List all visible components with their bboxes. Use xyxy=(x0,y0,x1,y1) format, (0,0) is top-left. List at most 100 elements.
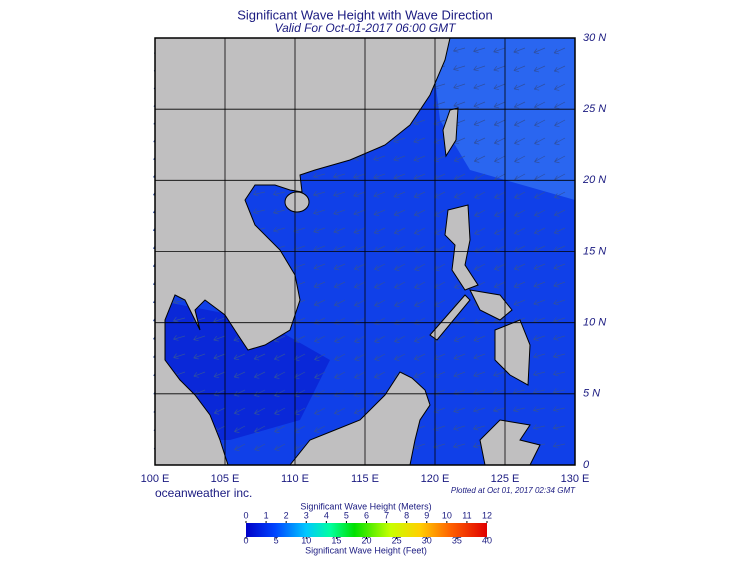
wave-arrow xyxy=(374,281,386,289)
taiwan xyxy=(442,107,459,158)
wave-arrow xyxy=(532,406,546,412)
colorbar-title-feet: Significant Wave Height (Feet) xyxy=(305,545,427,555)
wave-arrow xyxy=(494,155,506,163)
wave-arrow xyxy=(273,190,286,197)
y-tick-label: 5 N xyxy=(583,388,600,400)
wave-arrow xyxy=(453,155,466,163)
wave-arrow xyxy=(374,335,386,344)
wave-arrow xyxy=(473,47,486,53)
colorbar-tick-label: 5 xyxy=(344,510,349,520)
wave-arrow xyxy=(493,406,506,413)
wave-arrow xyxy=(313,191,326,197)
wave-arrow xyxy=(553,47,566,55)
wave-arrow xyxy=(493,137,506,145)
wave-arrow xyxy=(414,227,426,235)
wave-arrow xyxy=(373,191,386,198)
colorbar-tick-label: 30 xyxy=(422,535,432,545)
wave-arrow xyxy=(313,172,326,179)
wave-arrow xyxy=(553,65,566,73)
wave-arrow xyxy=(534,155,546,164)
wave-arrow xyxy=(233,389,246,397)
wave-arrow xyxy=(473,371,486,378)
wave-arrow xyxy=(173,298,186,305)
wave-arrow xyxy=(374,353,386,361)
map xyxy=(152,37,576,466)
wave-arrow xyxy=(333,191,346,197)
wave-arrow xyxy=(493,119,506,127)
wave-arrow xyxy=(334,407,346,415)
y-tick-label: 20 N xyxy=(582,174,606,186)
wave-arrow xyxy=(353,407,366,415)
wave-arrow xyxy=(394,263,406,271)
credit: oceanweather inc. xyxy=(155,486,252,500)
wave-arrow xyxy=(354,353,366,362)
wave-arrow xyxy=(253,353,266,361)
wave-arrow xyxy=(313,299,326,307)
wave-arrow xyxy=(553,209,566,217)
wave-arrow xyxy=(532,424,546,430)
wave-arrow xyxy=(374,263,386,271)
wave-arrow xyxy=(333,299,346,307)
wave-arrow xyxy=(413,119,426,126)
wave-arrow xyxy=(333,227,346,234)
wave-arrow xyxy=(513,406,526,413)
wave-arrow xyxy=(374,371,386,379)
wave-arrow xyxy=(254,407,266,415)
colorbar-tick-label: 40 xyxy=(482,535,492,545)
wave-arrow xyxy=(273,208,286,215)
y-tick-label: 30 N xyxy=(583,32,606,44)
wave-arrow xyxy=(254,443,266,452)
wave-arrow xyxy=(313,281,326,289)
colorbar-tick-label: 3 xyxy=(304,510,309,520)
colorbar-tick-label: 0 xyxy=(243,535,248,545)
wave-arrow xyxy=(552,442,566,448)
wave-arrow xyxy=(473,137,486,145)
title: Significant Wave Height with Wave Direct… xyxy=(237,7,493,22)
map-frame xyxy=(154,37,576,466)
wave-arrow xyxy=(334,371,346,380)
y-tick-label: 25 N xyxy=(582,103,606,115)
wave-arrow xyxy=(474,227,486,236)
wave-arrow xyxy=(333,209,346,216)
colorbar-tick-label: 20 xyxy=(361,535,371,545)
wave-arrow xyxy=(253,371,266,379)
colorbar-tick-label: 11 xyxy=(462,510,471,520)
wave-arrow xyxy=(252,190,266,196)
colorbar-title-meters: Significant Wave Height (Meters) xyxy=(300,501,431,511)
wave-arrow xyxy=(553,281,566,288)
wave-arrow xyxy=(274,407,286,416)
wave-arrow xyxy=(514,209,526,218)
wave-arrow xyxy=(493,65,506,72)
wave-arrow xyxy=(353,191,366,198)
wave-arrow xyxy=(334,335,346,344)
wave-arrow xyxy=(533,65,546,73)
wave-arrow xyxy=(554,137,566,146)
colorbar-tick-label: 5 xyxy=(274,535,279,545)
wave-arrow xyxy=(513,47,526,54)
wave-arrow xyxy=(314,371,326,380)
wave-arrow xyxy=(314,407,326,416)
wave-arrow xyxy=(353,173,366,179)
wave-arrow xyxy=(393,227,406,235)
wave-arrow xyxy=(354,335,366,344)
colorbar-tick-label: 15 xyxy=(331,535,341,545)
colorbar-tick-label: 8 xyxy=(404,510,409,520)
wave-arrow xyxy=(393,155,406,162)
wave-arrow xyxy=(552,424,566,430)
wave-arrow xyxy=(413,155,426,162)
wave-arrow xyxy=(394,335,406,343)
colorbar-tick-label: 10 xyxy=(301,535,311,545)
wave-arrow xyxy=(493,263,506,271)
wave-arrow xyxy=(453,442,466,449)
wave-arrow xyxy=(553,263,566,270)
wave-arrow xyxy=(213,353,226,360)
luzon xyxy=(444,204,479,291)
wave-arrow xyxy=(533,281,546,288)
wave-arrow xyxy=(534,209,546,217)
wave-arrow xyxy=(233,371,246,379)
colorbar-tick-label: 0 xyxy=(243,510,248,520)
wave-arrow xyxy=(533,299,546,306)
wave-arrow xyxy=(353,263,366,271)
colorbar-tick-label: 35 xyxy=(452,535,462,545)
wave-arrow xyxy=(514,191,526,200)
